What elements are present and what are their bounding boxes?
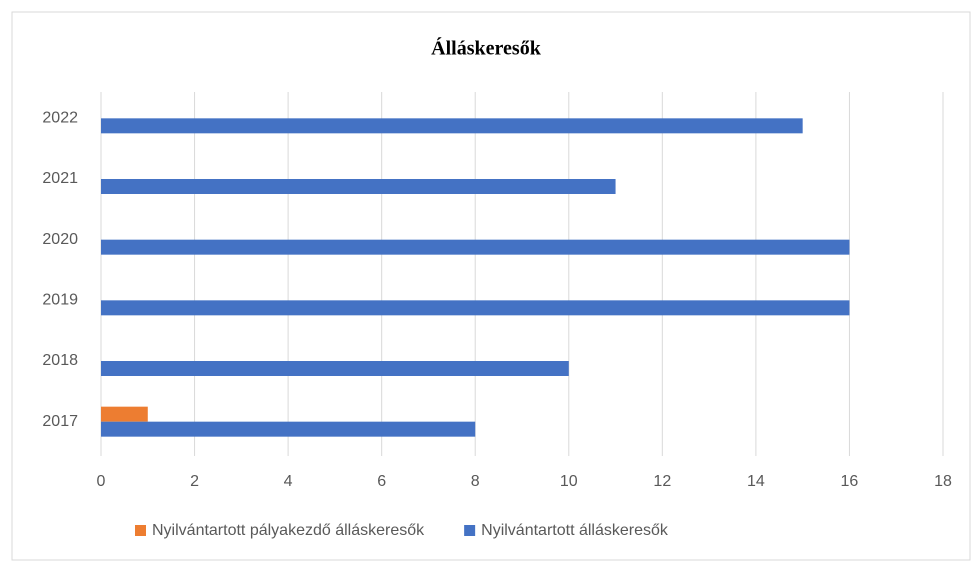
legend-swatch xyxy=(135,525,146,536)
x-tick-label: 18 xyxy=(934,473,952,490)
x-tick-label: 12 xyxy=(653,473,671,490)
bar xyxy=(101,300,850,316)
x-tick-label: 16 xyxy=(841,473,859,490)
x-tick-label: 6 xyxy=(377,473,386,490)
x-tick-label: 0 xyxy=(97,473,106,490)
bar xyxy=(101,239,850,255)
chart-title: Álláskeresők xyxy=(431,37,542,60)
y-tick-label: 2021 xyxy=(42,170,78,187)
bar xyxy=(101,406,148,422)
y-tick-label: 2022 xyxy=(42,110,78,127)
legend-label: Nyilvántartott álláskeresők xyxy=(481,522,669,539)
chart-frame xyxy=(11,11,971,561)
y-tick-label: 2018 xyxy=(42,352,78,369)
x-tick-label: 8 xyxy=(471,473,480,490)
bar xyxy=(101,421,476,437)
y-tick-label: 2020 xyxy=(42,231,78,248)
x-tick-label: 2 xyxy=(190,473,199,490)
y-tick-label: 2019 xyxy=(42,292,78,309)
y-tick-label: 2017 xyxy=(42,413,78,430)
legend-swatch xyxy=(464,525,476,536)
legend-label: Nyilvántartott pályakezdő álláskeresők xyxy=(152,522,425,539)
x-tick-label: 10 xyxy=(560,473,578,490)
bar xyxy=(101,179,616,194)
x-tick-label: 4 xyxy=(284,473,293,490)
bar xyxy=(101,118,803,134)
bar xyxy=(101,361,569,376)
x-tick-label: 14 xyxy=(747,473,765,490)
